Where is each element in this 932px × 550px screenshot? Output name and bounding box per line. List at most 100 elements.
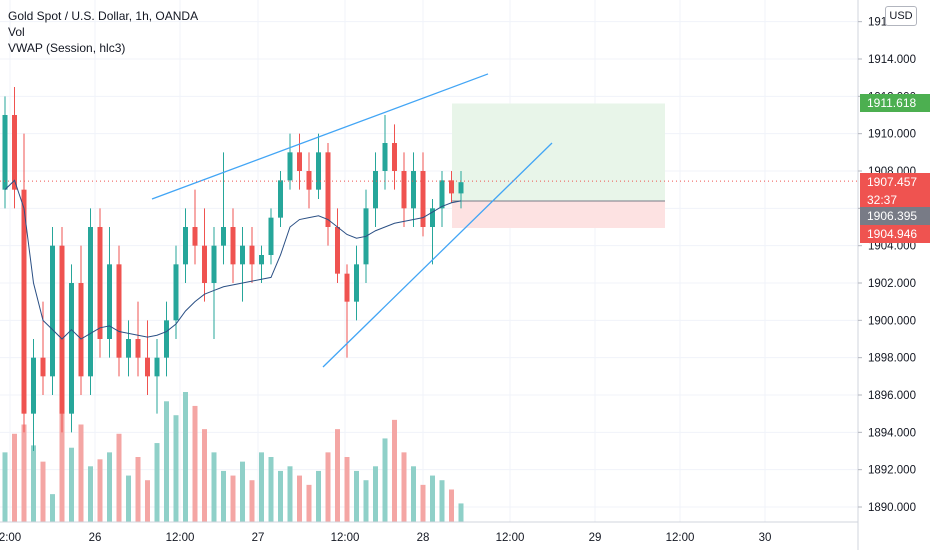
volume-bar: [287, 466, 293, 522]
candle[interactable]: [411, 152, 416, 227]
candle[interactable]: [135, 301, 141, 377]
time-axis[interactable]: 2:00 26 12:00 27 12:00 28 12:00 29 12:00 30: [0, 532, 771, 544]
candle[interactable]: [69, 264, 74, 433]
candle[interactable]: [164, 301, 169, 377]
price-axis[interactable]: 1890.000 1892.000 1894.000 1896.000 1898.000…: [858, 17, 916, 514]
candle[interactable]: [12, 87, 17, 209]
candle[interactable]: [59, 227, 65, 433]
candle[interactable]: [297, 133, 302, 190]
volume-bar: [211, 452, 217, 522]
candle[interactable]: [287, 133, 293, 190]
candle[interactable]: [240, 227, 245, 302]
vwap-indicator-label[interactable]: VWAP (Session, hlc3): [8, 41, 126, 55]
candle-body: [439, 180, 445, 209]
volume-bar: [306, 484, 312, 522]
volume-bar: [183, 392, 188, 522]
candle[interactable]: [430, 199, 435, 265]
candle[interactable]: [154, 339, 160, 414]
candle[interactable]: [458, 171, 464, 209]
candle-body: [107, 264, 112, 339]
volume-bar: [2, 452, 8, 522]
candle[interactable]: [420, 152, 426, 237]
candle[interactable]: [344, 264, 350, 358]
volume-bar: [78, 424, 84, 522]
candle[interactable]: [145, 320, 150, 395]
candle[interactable]: [259, 245, 264, 283]
candle[interactable]: [401, 152, 407, 227]
axes: [0, 0, 859, 550]
candle[interactable]: [2, 96, 8, 209]
trendline[interactable]: [322, 142, 553, 368]
candle[interactable]: [31, 339, 36, 451]
price-tag: [860, 94, 930, 112]
candle[interactable]: [249, 227, 255, 283]
volume-bar: [249, 480, 255, 522]
volume-bar: [344, 457, 350, 522]
candle-body: [40, 357, 46, 377]
position-zones[interactable]: [452, 103, 665, 229]
candle[interactable]: [211, 227, 217, 339]
candle[interactable]: [202, 208, 207, 302]
candle[interactable]: [221, 152, 226, 265]
volume-bar: [21, 424, 27, 522]
volume-bar: [116, 433, 122, 522]
candle[interactable]: [382, 115, 388, 190]
candle[interactable]: [230, 208, 236, 283]
candle[interactable]: [354, 245, 359, 321]
volume-bar: [31, 445, 36, 522]
candle-body: [154, 357, 160, 377]
candle[interactable]: [40, 301, 46, 395]
candle[interactable]: [449, 171, 454, 203]
candle[interactable]: [50, 227, 55, 395]
candle[interactable]: [306, 152, 312, 209]
volume-bar: [259, 452, 264, 522]
stop-zone[interactable]: [452, 200, 665, 229]
candle-body: [135, 339, 141, 358]
candle[interactable]: [107, 227, 112, 358]
candle[interactable]: [126, 320, 131, 377]
candle[interactable]: [183, 208, 188, 283]
candle[interactable]: [192, 189, 198, 265]
candle-body: [458, 182, 464, 194]
candle-body: [183, 227, 188, 265]
candle-body: [401, 171, 407, 209]
candle[interactable]: [278, 171, 283, 227]
candle[interactable]: [97, 208, 103, 358]
candle[interactable]: [335, 208, 340, 283]
candle-body: [392, 143, 397, 171]
target-zone[interactable]: [452, 103, 665, 201]
candle[interactable]: [21, 133, 27, 433]
grid: [0, 0, 858, 522]
volume-bar: [297, 475, 302, 522]
candle-body: [192, 227, 198, 246]
candle[interactable]: [116, 245, 122, 377]
candle[interactable]: [373, 152, 378, 227]
trendlines[interactable]: [151, 73, 553, 368]
candle[interactable]: [268, 208, 274, 265]
symbol-title[interactable]: Gold Spot / U.S. Dollar, 1h, OANDA: [8, 9, 199, 23]
vol-indicator-label[interactable]: Vol: [8, 25, 25, 39]
trendline[interactable]: [151, 73, 489, 200]
candle[interactable]: [439, 171, 445, 227]
volume-bar: [221, 470, 226, 522]
candles[interactable]: [2, 87, 464, 451]
candle-body: [278, 180, 283, 218]
volume-bar: [363, 480, 369, 522]
candle[interactable]: [392, 124, 397, 190]
candle[interactable]: [325, 143, 331, 246]
candle-body: [259, 255, 264, 265]
candle-body: [50, 245, 55, 377]
candle-body: [31, 357, 36, 414]
volume-bar: [164, 401, 169, 522]
candle[interactable]: [316, 133, 321, 199]
candle-body: [325, 152, 331, 227]
currency-button[interactable]: USD: [885, 6, 917, 26]
volume-bar: [335, 429, 340, 522]
candle-body: [145, 357, 150, 377]
time-tick-label: 26: [89, 532, 102, 544]
volume-bar: [240, 461, 245, 522]
candle[interactable]: [88, 208, 93, 395]
volume-bar: [97, 459, 103, 522]
candle[interactable]: [78, 245, 84, 395]
